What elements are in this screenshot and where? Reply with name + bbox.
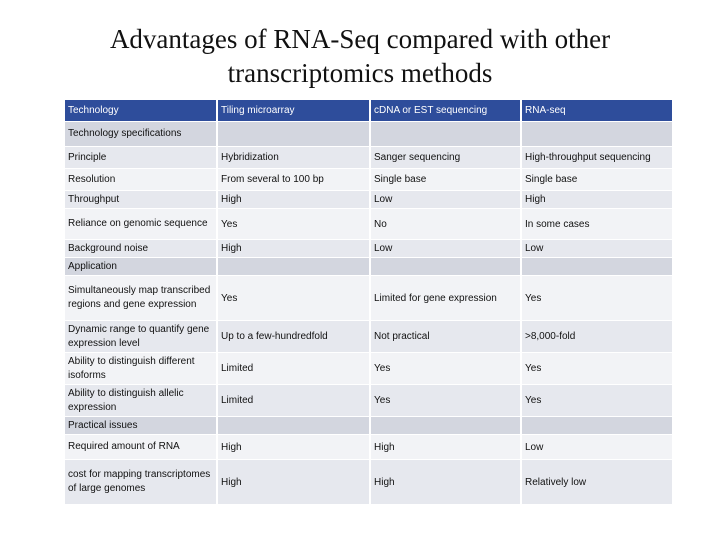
table-cell: Relatively low xyxy=(525,476,587,488)
table-cell: Low xyxy=(371,240,522,257)
table-cell xyxy=(522,258,672,275)
row-label: Reliance on genomic sequence xyxy=(65,209,218,239)
table-cell: No xyxy=(371,209,522,239)
table-cell: Yes xyxy=(525,363,542,374)
table-cell xyxy=(371,258,522,275)
table-section-row: Practical issues xyxy=(65,417,672,435)
row-label: Ability to distinguish allelic expressio… xyxy=(65,385,218,416)
slide-title: Advantages of RNA-Seq compared with othe… xyxy=(109,24,611,88)
row-label: Dynamic range to quantify gene expressio… xyxy=(65,321,218,352)
table-cell: Yes xyxy=(218,209,371,239)
table-cell: Limited for gene expression xyxy=(371,276,522,320)
table-cell: High xyxy=(371,435,522,459)
header-cell: RNA-seq xyxy=(522,100,672,121)
row-label: Required amount of RNA xyxy=(65,435,218,459)
table-cell: Yes xyxy=(525,395,542,406)
row-label: Throughput xyxy=(65,191,218,208)
comparison-table: Technology Tiling microarray cDNA or EST… xyxy=(65,100,672,505)
table-cell: Yes xyxy=(371,353,522,384)
table-row: Resolution From several to 100 bp Single… xyxy=(65,169,672,191)
table-cell: High xyxy=(525,194,546,205)
table-cell: >8,000-fold xyxy=(525,331,576,342)
table-cell: Single base xyxy=(371,169,522,190)
table-cell: Yes xyxy=(525,292,542,304)
table-cell: Yes xyxy=(371,385,522,416)
table-cell: Limited xyxy=(218,353,371,384)
table-row: Required amount of RNA High High Low xyxy=(65,435,672,460)
table-cell: Sanger sequencing xyxy=(371,147,522,168)
table-cell: High xyxy=(218,240,371,257)
header-cell: Technology xyxy=(65,100,218,121)
table-row: Reliance on genomic sequence Yes No In s… xyxy=(65,209,672,240)
table-row: Dynamic range to quantify gene expressio… xyxy=(65,321,672,353)
row-label: Background noise xyxy=(65,240,218,257)
table-cell: Low xyxy=(371,191,522,208)
table-cell: High xyxy=(371,460,522,504)
table-cell: Not practical xyxy=(371,321,522,352)
table-cell xyxy=(218,122,371,146)
table-header-row: Technology Tiling microarray cDNA or EST… xyxy=(65,100,672,122)
table-row: Background noise High Low Low xyxy=(65,240,672,258)
table-cell: High xyxy=(218,460,371,504)
table-cell: Hybridization xyxy=(218,147,371,168)
table-cell xyxy=(371,122,522,146)
table-cell: Single base xyxy=(525,174,578,185)
header-cell: Tiling microarray xyxy=(218,100,371,121)
table-row: Ability to distinguish different isoform… xyxy=(65,353,672,385)
table-cell: High-throughput sequencing xyxy=(525,152,651,163)
table-cell xyxy=(522,122,672,146)
table-cell: From several to 100 bp xyxy=(218,169,371,190)
table-row: cost for mapping transcriptomes of large… xyxy=(65,460,672,505)
row-label: Simultaneously map transcribed regions a… xyxy=(65,276,218,320)
table-cell xyxy=(218,417,371,434)
section-label: Technology specifications xyxy=(65,122,218,146)
table-cell xyxy=(522,417,672,434)
table-row: Simultaneously map transcribed regions a… xyxy=(65,276,672,321)
table-cell: Low xyxy=(525,243,544,254)
table-section-row: Application xyxy=(65,258,672,276)
table-row: Principle Hybridization Sanger sequencin… xyxy=(65,147,672,169)
table-cell: In some cases xyxy=(525,218,590,230)
row-label: Principle xyxy=(65,147,218,168)
row-label: Resolution xyxy=(65,169,218,190)
table-cell: Limited xyxy=(218,385,371,416)
table-cell: Yes xyxy=(218,276,371,320)
section-label: Application xyxy=(65,258,218,275)
section-label: Practical issues xyxy=(65,417,218,434)
row-label: cost for mapping transcriptomes of large… xyxy=(65,460,218,504)
table-cell: High xyxy=(218,191,371,208)
table-cell xyxy=(371,417,522,434)
table-cell xyxy=(218,258,371,275)
table-cell: Low xyxy=(525,441,544,453)
table-cell: High xyxy=(218,435,371,459)
table-row: Throughput High Low High xyxy=(65,191,672,209)
table-section-row: Technology specifications xyxy=(65,122,672,147)
table-cell: Up to a few-hundredfold xyxy=(218,321,371,352)
header-cell: cDNA or EST sequencing xyxy=(371,100,522,121)
table-row: Ability to distinguish allelic expressio… xyxy=(65,385,672,417)
row-label: Ability to distinguish different isoform… xyxy=(65,353,218,384)
